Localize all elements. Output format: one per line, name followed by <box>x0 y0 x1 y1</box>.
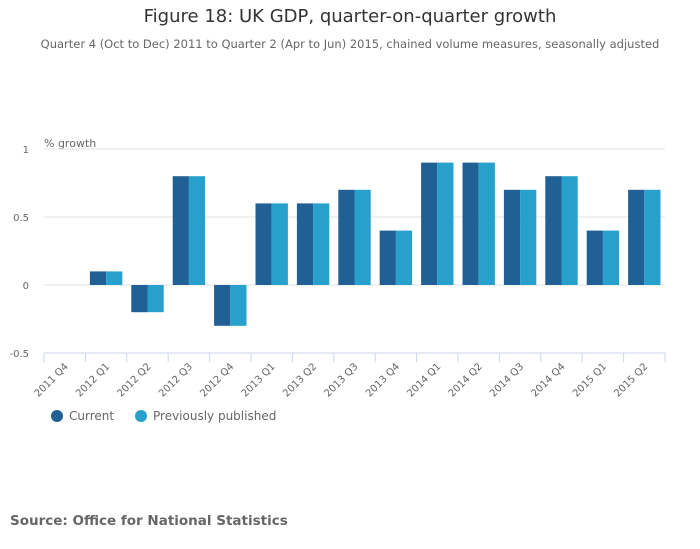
x-tick-label: 2013 Q3 <box>323 361 361 399</box>
chart-title: Figure 18: UK GDP, quarter-on-quarter gr… <box>143 6 557 27</box>
y-tick-label: -0.5 <box>9 349 29 360</box>
y-tick-label: 0 <box>23 281 29 292</box>
y-tick-label: 0.5 <box>13 213 29 224</box>
bar <box>586 230 603 285</box>
x-tick-label: 2012 Q2 <box>116 361 154 399</box>
legend-marker <box>135 410 147 422</box>
legend-label: Previously published <box>153 409 276 423</box>
bar <box>602 230 620 285</box>
x-tick-label: 2012 Q3 <box>157 361 195 399</box>
bar <box>255 203 272 285</box>
x-tick-label: 2014 Q2 <box>447 361 485 399</box>
bar <box>462 162 479 285</box>
bar <box>313 203 330 285</box>
bar <box>628 189 645 285</box>
bar <box>503 189 521 285</box>
x-tick-label: 2013 Q2 <box>281 361 319 399</box>
bar <box>379 230 396 285</box>
x-tick-label: 2011 Q4 <box>33 361 71 399</box>
bar <box>230 285 247 326</box>
bar <box>172 176 189 285</box>
x-tick-label: 2013 Q1 <box>240 361 278 399</box>
x-tick-label: 2015 Q1 <box>571 361 609 399</box>
bar <box>354 189 371 285</box>
bar <box>188 176 206 285</box>
y-axis-label: % growth <box>44 137 96 150</box>
bar <box>545 176 562 285</box>
bar <box>131 285 148 313</box>
y-tick-label: 1 <box>23 145 29 156</box>
legend-marker <box>51 410 63 422</box>
bar <box>89 271 107 285</box>
bar <box>271 203 288 285</box>
source-note: Source: Office for National Statistics <box>10 513 288 529</box>
x-tick-label: 2014 Q4 <box>530 361 568 399</box>
bar <box>106 271 123 285</box>
x-tick-label: 2013 Q4 <box>364 361 402 399</box>
x-tick-label: 2014 Q1 <box>405 361 443 399</box>
x-tick-label: 2014 Q3 <box>488 361 526 399</box>
bar <box>395 230 413 285</box>
bar <box>214 285 231 326</box>
bar <box>338 189 355 285</box>
x-tick-label: 2012 Q1 <box>74 361 112 399</box>
chart-subtitle: Quarter 4 (Oct to Dec) 2011 to Quarter 2… <box>40 37 660 51</box>
bar <box>478 162 495 285</box>
bar <box>644 189 661 285</box>
bar <box>296 203 314 285</box>
bar <box>147 285 164 313</box>
bar <box>421 162 438 285</box>
x-tick-label: 2012 Q4 <box>198 361 236 399</box>
bar <box>561 176 578 285</box>
bar <box>437 162 454 285</box>
legend-label: Current <box>69 409 114 423</box>
x-tick-label: 2015 Q2 <box>612 361 650 399</box>
bar <box>520 189 537 285</box>
